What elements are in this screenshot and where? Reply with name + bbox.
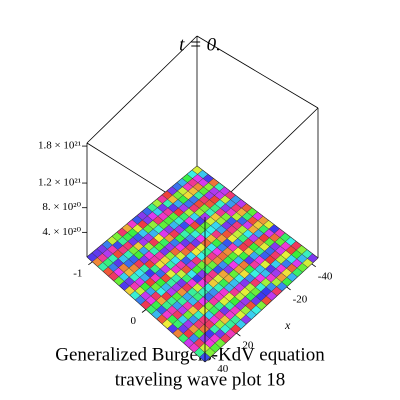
box-edge (196, 35, 319, 109)
caption-line: Generalized Burgers-KdV equation (55, 344, 325, 365)
y-tick-label: -1 (73, 267, 82, 279)
caption-line: traveling wave plot 18 (115, 369, 285, 390)
x-tick-label: -40 (318, 270, 333, 282)
x-tick (286, 286, 291, 291)
z-tick-label: 1.8 × 10²¹ (38, 140, 81, 152)
z-tick-label: 4. × 10²⁰ (42, 226, 81, 238)
box-edge (86, 35, 198, 144)
x-tick (236, 332, 241, 337)
x-tick (211, 355, 216, 360)
chart-title: t = 0. (179, 34, 221, 55)
z-tick-label: 1.2 × 10²¹ (38, 177, 81, 189)
z-tick-label: 8. × 10²⁰ (42, 201, 81, 213)
x-tick-label: 20 (242, 340, 254, 352)
y-tick (88, 261, 93, 266)
x-tick (311, 263, 316, 268)
x-tick-label: 40 (217, 363, 229, 375)
x-tick-label: -20 (293, 293, 308, 305)
x-axis-label: x (284, 318, 291, 332)
y-tick-label: 0 (131, 315, 137, 327)
y-tick (141, 309, 147, 313)
